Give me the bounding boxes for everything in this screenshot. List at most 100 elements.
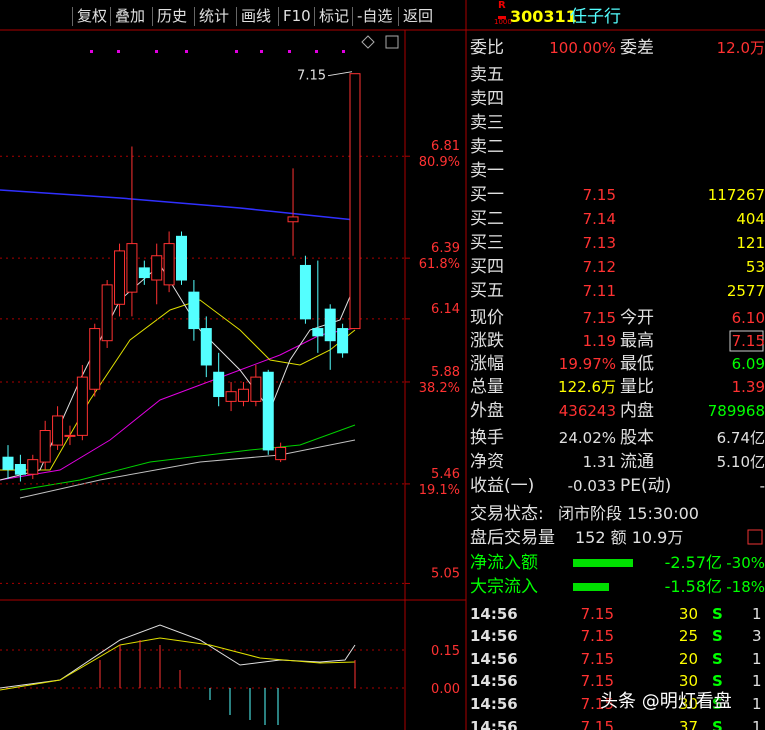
y-tick-label: 5.46 bbox=[431, 467, 460, 482]
ma-line bbox=[0, 327, 356, 481]
value: 6.10 bbox=[731, 308, 765, 327]
toolbar-button[interactable]: 画线 bbox=[236, 6, 278, 26]
trade-time: 14:56 bbox=[470, 627, 518, 646]
label: 最高 bbox=[620, 330, 654, 351]
label: 净资 bbox=[470, 451, 504, 472]
label: 委比 bbox=[470, 37, 504, 58]
trade-volume: 20 bbox=[678, 649, 698, 668]
marker-dot bbox=[288, 50, 291, 53]
label: 股本 bbox=[620, 427, 654, 448]
trade-price: 7.15 bbox=[580, 694, 614, 713]
y-tick-label: 6.81 bbox=[431, 139, 460, 154]
flow-label: 大宗流入 bbox=[470, 576, 538, 597]
candle-body bbox=[2, 456, 14, 470]
trade-volume: 25 bbox=[678, 627, 698, 646]
value: 1.39 bbox=[731, 378, 765, 397]
marker-dot bbox=[315, 50, 318, 53]
bid-label: 买四 bbox=[470, 256, 504, 277]
label: 内盘 bbox=[620, 400, 654, 421]
toolbar-button[interactable]: -自选 bbox=[352, 6, 398, 26]
y-tick-pct: 19.1% bbox=[419, 483, 460, 498]
candle-body bbox=[237, 388, 249, 402]
macd-line bbox=[0, 624, 356, 689]
trade-time: 14:56 bbox=[470, 672, 518, 691]
trade-side: S bbox=[712, 717, 723, 730]
y-tick-label: 6.39 bbox=[431, 241, 460, 256]
value: 12.0万 bbox=[716, 38, 765, 57]
ask-label: 卖三 bbox=[470, 112, 504, 133]
toolbar-button[interactable]: 历史 bbox=[152, 6, 194, 26]
label: 涨幅 bbox=[470, 354, 504, 375]
y-tick-pct: 61.8% bbox=[419, 257, 460, 272]
toolbar-button[interactable]: F10 bbox=[278, 6, 314, 26]
candle-body bbox=[275, 447, 287, 461]
candle-body bbox=[262, 371, 274, 451]
label: 量比 bbox=[620, 377, 654, 398]
candle-body bbox=[163, 243, 175, 286]
trade-side: S bbox=[712, 604, 723, 623]
value: -0.033 bbox=[567, 476, 616, 495]
ma-line bbox=[0, 299, 356, 471]
bid-price: 7.14 bbox=[582, 209, 616, 228]
value: 7.15 bbox=[582, 308, 616, 327]
toolbar-button[interactable]: 复权 bbox=[72, 6, 110, 26]
trade-price: 7.15 bbox=[580, 717, 614, 730]
marker-dot bbox=[117, 50, 120, 53]
ask-label: 卖五 bbox=[470, 64, 504, 85]
trade-time: 14:56 bbox=[470, 649, 518, 668]
toolbar-button[interactable]: 叠加 bbox=[110, 6, 152, 26]
bid-price: 7.11 bbox=[582, 281, 616, 300]
y-tick-pct: 38.2% bbox=[419, 381, 460, 396]
label: 收益(一) bbox=[470, 475, 535, 496]
bid-volume: 404 bbox=[736, 209, 765, 228]
badge-bar bbox=[498, 16, 506, 19]
y-tick-label: 5.88 bbox=[431, 365, 460, 380]
ask-label: 卖四 bbox=[470, 88, 504, 109]
candle-body bbox=[151, 255, 163, 281]
trade-time: 14:56 bbox=[470, 694, 518, 713]
candle-body bbox=[64, 434, 76, 437]
trade-volume: 30 bbox=[678, 694, 698, 713]
candle-body bbox=[299, 264, 311, 320]
candle-body bbox=[324, 308, 336, 342]
bid-label: 买二 bbox=[470, 208, 504, 229]
flow-value: -1.58亿 bbox=[664, 577, 722, 596]
y-tick-label: 5.05 bbox=[431, 566, 460, 581]
value: 5.10亿 bbox=[716, 452, 765, 471]
candle-body bbox=[39, 430, 51, 463]
toolbar-button[interactable]: 标记 bbox=[314, 6, 352, 26]
y-tick-label: 6.14 bbox=[431, 302, 460, 317]
bid-label: 买三 bbox=[470, 232, 504, 253]
icon[interactable] bbox=[747, 529, 763, 545]
toolbar-button[interactable]: 返回 bbox=[398, 6, 438, 26]
icon[interactable] bbox=[385, 35, 399, 49]
value: 100.00% bbox=[549, 38, 616, 57]
bid-volume: 2577 bbox=[726, 281, 765, 300]
value: 1.19 bbox=[582, 331, 616, 350]
badge: R bbox=[498, 0, 506, 11]
ma-line bbox=[19, 424, 356, 491]
label: 委差 bbox=[620, 37, 654, 58]
trade-price: 7.15 bbox=[580, 649, 614, 668]
bid-volume: 121 bbox=[736, 233, 765, 252]
marker-dot bbox=[260, 50, 263, 53]
marker-dot bbox=[185, 50, 188, 53]
value: 6.74亿 bbox=[716, 428, 765, 447]
icon bbox=[361, 35, 375, 49]
trade-time: 14:56 bbox=[470, 717, 518, 730]
highlight bbox=[729, 330, 764, 352]
flow-label: 净流入额 bbox=[470, 552, 538, 573]
candle-body bbox=[126, 243, 138, 293]
bid-label: 买一 bbox=[470, 184, 504, 205]
marker-dot bbox=[90, 50, 93, 53]
marker-dot bbox=[155, 50, 158, 53]
trade-side: S bbox=[712, 694, 723, 713]
bid-price: 7.12 bbox=[582, 257, 616, 276]
ask-label: 卖一 bbox=[470, 160, 504, 181]
toolbar-button[interactable]: 统计 bbox=[194, 6, 236, 26]
candle-body bbox=[250, 376, 262, 402]
label: 最低 bbox=[620, 354, 654, 375]
label: 换手 bbox=[470, 427, 504, 448]
marker-dot bbox=[342, 50, 345, 53]
